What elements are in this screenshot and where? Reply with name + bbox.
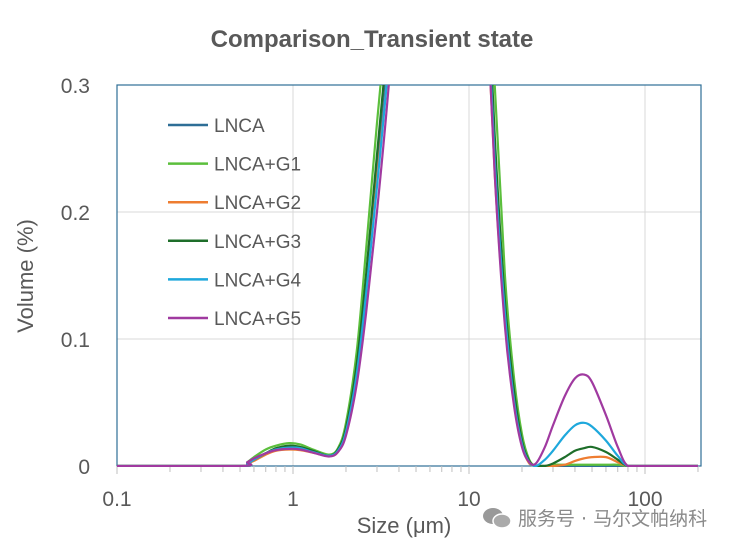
- y-tick-label: 0.3: [61, 75, 90, 98]
- series-line-lnca-g3: [117, 85, 698, 467]
- gridlines: [117, 85, 701, 466]
- legend-label: LNCA+G1: [214, 155, 301, 176]
- legend-label: LNCA+G3: [214, 232, 301, 253]
- series-line-lnca-g2: [117, 85, 698, 467]
- axis-ticks: 0 0.1 0.2 0.3 0.1 1 10 100: [61, 75, 699, 511]
- legend-label: LNCA+G4: [214, 270, 302, 291]
- legend-label: LNCA: [214, 116, 265, 137]
- y-axis-label: Volume (%): [13, 219, 38, 333]
- watermark: 服务号 · 马尔文帕纳科: [482, 504, 707, 531]
- legend: LNCA LNCA+G1 LNCA+G2 LNCA+G3 LNCA+G4 LNCA+G5: [168, 116, 302, 330]
- watermark-text: 服务号 · 马尔文帕纳科: [518, 508, 708, 530]
- plot-frame: [116, 84, 702, 467]
- legend-label: LNCA+G5: [214, 309, 301, 330]
- series-lines: [117, 85, 698, 467]
- x-tick-label: 1: [287, 488, 299, 511]
- x-tick-label: 100: [627, 488, 662, 511]
- wechat-icon: [483, 507, 512, 529]
- x-tick-label: 10: [457, 488, 480, 511]
- series-line-lnca-g5: [117, 85, 698, 467]
- series-line-lnca-g1: [117, 85, 698, 467]
- chart-title: Comparison_Transient state: [211, 26, 534, 53]
- series-line-lnca: [117, 85, 698, 467]
- series-line-lnca-g4: [117, 85, 698, 467]
- x-tick-label: 0.1: [102, 488, 131, 511]
- y-tick-label: 0: [78, 456, 90, 479]
- y-tick-label: 0.2: [61, 202, 90, 225]
- legend-label: LNCA+G2: [214, 193, 301, 214]
- y-tick-label: 0.1: [61, 329, 90, 352]
- x-axis-label: Size (μm): [357, 513, 452, 538]
